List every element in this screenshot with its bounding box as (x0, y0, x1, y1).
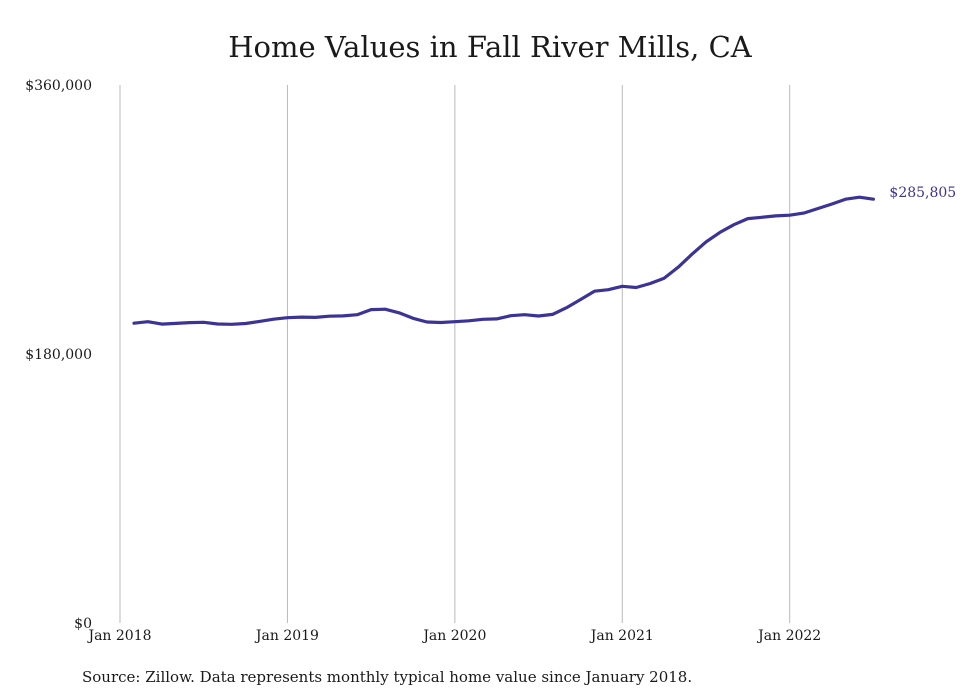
x-tick-label: Jan 2019 (254, 628, 319, 644)
x-tick-label: Jan 2022 (756, 628, 821, 644)
chart-title: Home Values in Fall River Mills, CA (228, 30, 752, 64)
y-tick-label: $180,000 (25, 347, 92, 363)
y-tick-label: $360,000 (25, 78, 92, 94)
x-tick-label: Jan 2018 (86, 628, 151, 644)
source-note: Source: Zillow. Data represents monthly … (82, 668, 693, 686)
x-tick-label: Jan 2021 (589, 628, 654, 644)
gridlines (119, 85, 791, 623)
y-tick-label: $0 (74, 616, 92, 632)
x-tick-label: Jan 2020 (421, 628, 486, 644)
x-axis-ticks: Jan 2018 Jan 2019 Jan 2020 Jan 2021 Jan 2022 (86, 628, 821, 644)
y-axis-ticks: $0 $180,000 $360,000 (25, 78, 92, 632)
end-value-label: $285,805 (889, 185, 956, 201)
home-value-line (132, 195, 875, 326)
